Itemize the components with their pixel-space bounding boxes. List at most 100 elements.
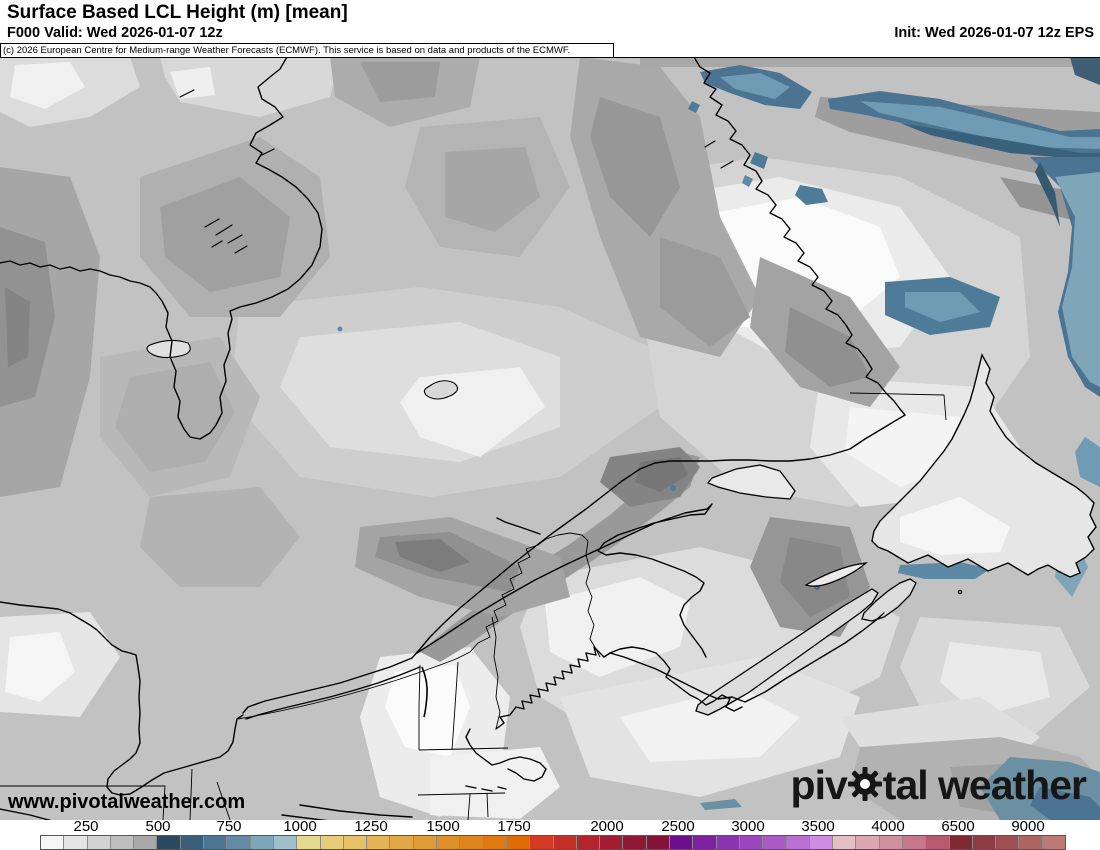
colorbar-tick-label: 1000 xyxy=(283,818,317,835)
colorbar-cell xyxy=(273,836,298,849)
colorbar-cell xyxy=(949,836,973,849)
colorbar-cell xyxy=(693,836,717,849)
colorbar-cell xyxy=(553,836,577,849)
copyright-bar: (c) 2026 European Centre for Medium-rang… xyxy=(0,43,614,58)
political-borders xyxy=(0,392,947,820)
colorbar-cell xyxy=(670,836,694,849)
adirondack-border-lines xyxy=(189,768,231,820)
colorbar-tick-labels: 250 500 750 1000 1250 1500 1750 2000 2500 3000 350… xyxy=(0,818,1100,835)
gear-icon xyxy=(847,764,882,811)
colorbar-tick-label: 3000 xyxy=(731,818,765,835)
colorbar-cell xyxy=(110,836,135,849)
st-lawrence-north-shore xyxy=(242,414,906,714)
colorbar-cell xyxy=(530,836,554,849)
st-lawrence-south-bank xyxy=(245,666,421,720)
cape-breton-island xyxy=(861,578,917,622)
lake-mistassini xyxy=(423,380,459,400)
small-inlets xyxy=(179,89,734,169)
colorbar-cell xyxy=(623,836,647,849)
massachusetts-south-border xyxy=(417,792,506,796)
vermont-new-hampshire-border xyxy=(451,661,459,751)
colorbar-cell xyxy=(1042,836,1066,849)
colorbar-cell xyxy=(763,836,787,849)
us-canada-border-45n xyxy=(237,658,457,720)
colorbar-cell xyxy=(180,836,205,849)
colorbar-tick-label: 2500 xyxy=(661,818,695,835)
colorbar-tick-label: 4000 xyxy=(871,818,905,835)
colorbar-tick-label: 6500 xyxy=(941,818,975,835)
quebec-newyork-border xyxy=(0,785,166,820)
colorbar-cell xyxy=(833,836,857,849)
colorbar-cell xyxy=(600,836,624,849)
colorbar-tick-label: 1250 xyxy=(354,818,388,835)
hudson-james-bay-coast xyxy=(0,57,323,440)
connecticut-rhode-island-borders xyxy=(467,792,489,820)
nova-scotia xyxy=(695,588,879,716)
ottawa-river xyxy=(0,601,244,796)
colorbar-cell xyxy=(134,836,158,849)
bay-of-fundy-coast xyxy=(609,612,885,703)
nantucket-islands xyxy=(465,785,507,792)
colorbar-cell xyxy=(646,836,671,849)
colorbar-cell xyxy=(87,836,111,849)
lake-champlain xyxy=(421,666,428,718)
colorbar-tick-label: 3500 xyxy=(801,818,835,835)
colorbar-tick-label: 9000 xyxy=(1011,818,1045,835)
colorbar-cell xyxy=(390,836,414,849)
forecast-map xyxy=(0,57,1100,820)
colorbar-cell xyxy=(343,836,368,849)
colorbar-tick-label: 500 xyxy=(145,818,171,835)
colorbar-cell xyxy=(576,836,601,849)
coastlines xyxy=(0,57,963,820)
init-time-label: Init: Wed 2026-01-07 12z EPS xyxy=(894,25,1094,41)
colorbar-tick-label: 1750 xyxy=(497,818,531,835)
saguenay-river xyxy=(496,517,541,535)
logo-text-left: piv xyxy=(790,762,848,808)
quebec-maine-border xyxy=(455,532,601,660)
colorbar-cell xyxy=(926,836,950,849)
colorbar-cell xyxy=(250,836,274,849)
labrador-border xyxy=(849,392,947,421)
colorbar-cell xyxy=(972,836,997,849)
website-watermark: www.pivotalweather.com xyxy=(8,791,246,813)
colorbar-tick-label: 250 xyxy=(73,818,99,835)
long-island-sound-coast xyxy=(281,804,413,820)
colorbar-cell xyxy=(460,836,484,849)
colorbar xyxy=(40,835,1066,850)
new-hampshire-maine-border xyxy=(491,616,501,730)
colorbar-cell xyxy=(320,836,344,849)
colorbar-tick-label: 2000 xyxy=(590,818,624,835)
colorbar-cell xyxy=(413,836,438,849)
colorbar-cell xyxy=(856,836,880,849)
prince-edward-island xyxy=(804,562,869,587)
colorbar-cell xyxy=(367,836,391,849)
colorbar-tick-label: 750 xyxy=(216,818,242,835)
maine-new-brunswick-coast xyxy=(495,646,743,730)
anticosti-island xyxy=(706,464,796,500)
colorbar-cell xyxy=(809,836,834,849)
colorbar-cell xyxy=(64,836,88,849)
colorbar-cell xyxy=(1019,836,1043,849)
lake-ontario-shore xyxy=(0,808,52,820)
page-title: Surface Based LCL Height (m) [mean] xyxy=(7,2,348,23)
colorbar-cell xyxy=(879,836,903,849)
saint-pierre-island xyxy=(957,589,963,595)
colorbar-cell xyxy=(297,836,321,849)
colorbar-tick-label: 1500 xyxy=(426,818,460,835)
cape-cod-coast xyxy=(465,728,547,782)
colorbar-cell xyxy=(227,836,251,849)
massachusetts-north-border xyxy=(418,747,509,751)
colorbar-cell xyxy=(204,836,228,849)
colorbar-cell xyxy=(483,836,507,849)
colorbar-cell xyxy=(157,836,181,849)
colorbar-cell xyxy=(739,836,764,849)
colorbar-cell xyxy=(41,836,65,849)
belcher-islands xyxy=(204,218,248,254)
colorbar-cell xyxy=(786,836,810,849)
labrador-coast xyxy=(693,57,906,416)
colorbar-cell xyxy=(716,836,740,849)
pivotal-weather-logo: piv ta xyxy=(790,760,1087,811)
gaspe-chaleurs-coast xyxy=(416,503,713,658)
colorbar-cell xyxy=(902,836,927,849)
